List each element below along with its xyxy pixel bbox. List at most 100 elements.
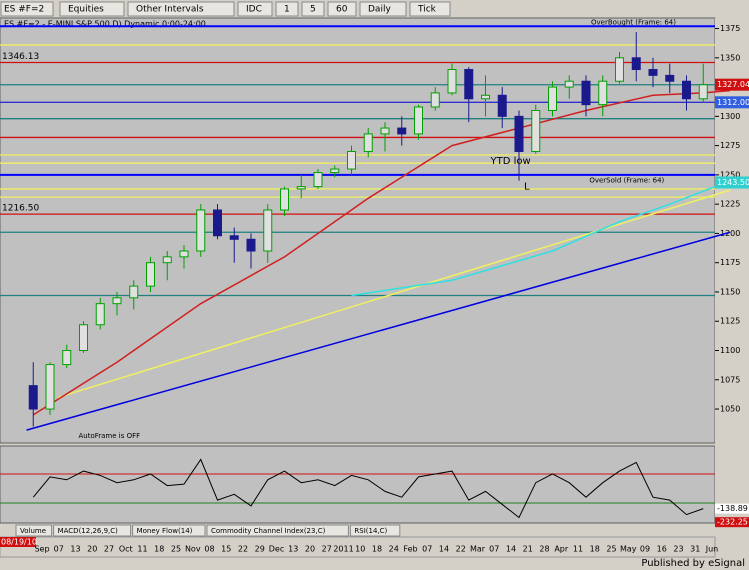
x-tick-label: 27 [322, 545, 332, 554]
candle-body [213, 209, 222, 237]
indicator-tab[interactable] [53, 524, 132, 537]
candle-body [497, 94, 507, 117]
price-flag [715, 96, 749, 109]
oscillator-panel [0, 445, 716, 524]
candle-body [648, 69, 658, 76]
candle-body [380, 127, 390, 135]
toolbar-button[interactable] [327, 1, 357, 17]
x-tick-label: 13 [70, 545, 80, 554]
candle-body [146, 262, 155, 287]
y-tick-label: 1150 [720, 287, 740, 296]
x-tick-label: Nov [185, 545, 201, 554]
y-tick-label: 1350 [720, 53, 740, 62]
x-tick-label: 31 [690, 545, 700, 554]
x-tick-label: 16 [657, 545, 667, 554]
annotation: AutoFrame is OFF [78, 432, 140, 440]
candle-body [598, 80, 608, 106]
candle-body [330, 168, 340, 174]
price-flag-label: 1327.04 [717, 80, 749, 89]
candle-body [95, 303, 105, 326]
candle-body [581, 80, 591, 106]
candle-body [615, 57, 624, 82]
candle-body [246, 238, 256, 252]
x-tick-label: 25 [171, 545, 181, 554]
candle-body [464, 69, 474, 100]
toolbar-button[interactable] [275, 1, 299, 17]
first-date-flag [0, 537, 36, 547]
x-tick-label: 07 [54, 545, 64, 554]
indicator-tab-label[interactable]: Money Flow(14) [137, 527, 193, 535]
x-tick-label: Dec [269, 545, 284, 554]
toolbar-button[interactable] [59, 1, 125, 17]
annotation: YTD low [490, 156, 531, 167]
toolbar-button[interactable] [127, 1, 235, 17]
candle-body [564, 80, 574, 88]
osc-flag [715, 503, 749, 514]
candle-body [698, 84, 708, 100]
indicator-tab-label[interactable]: RSI(14,C) [354, 527, 387, 535]
candle-body [280, 188, 289, 211]
toolbar-button-label[interactable]: IDC [246, 5, 262, 15]
annotation: OverBought (Frame: 64) [591, 19, 676, 27]
x-tick-label: 14 [506, 545, 516, 554]
y-tick-label: 1275 [720, 141, 740, 150]
candle-body [531, 109, 541, 152]
trendline [32, 89, 731, 416]
x-tick-label: 25 [606, 545, 616, 554]
toolbar-button-label[interactable]: Other Intervals [136, 5, 204, 15]
x-tick-label: 20 [87, 545, 97, 554]
x-tick-label: 18 [154, 545, 164, 554]
candle-body [347, 150, 356, 170]
indicator-tab-label[interactable]: MACD(12,26,9,C) [58, 527, 119, 535]
x-tick-label: 20 [305, 545, 315, 554]
candle-body [263, 209, 273, 252]
x-tick-label: 18 [372, 545, 382, 554]
y-tick-label: 1225 [720, 200, 740, 209]
toolbar-button-label[interactable]: Equities [68, 5, 104, 15]
toolbar-button-label[interactable]: 5 [310, 5, 316, 15]
toolbar-button[interactable] [301, 1, 325, 17]
candle-body [665, 74, 675, 82]
candle-body [79, 324, 88, 352]
toolbar-button-label[interactable]: Daily [368, 5, 391, 15]
osc-flag [715, 517, 749, 528]
candle-body [45, 364, 55, 410]
x-tick-label: 09 [640, 545, 650, 554]
toolbar-button[interactable] [409, 1, 451, 17]
indicator-tab[interactable] [349, 524, 401, 537]
annotation: L [524, 182, 530, 193]
candle-body [112, 297, 122, 305]
trendline [351, 180, 731, 297]
y-tick-label: 1375 [720, 24, 740, 33]
indicator-tab-label[interactable]: Volume [20, 527, 46, 535]
price-flag-label: 1243.50 [717, 178, 749, 187]
toolbar-button[interactable] [359, 1, 407, 17]
x-tick-label: Sep [34, 545, 49, 554]
osc-flag-label: -138.89 [717, 504, 748, 513]
indicator-tab[interactable] [15, 524, 53, 537]
symbol-box [0, 1, 54, 17]
candle-body [179, 250, 189, 258]
toolbar-button-label[interactable]: 60 [336, 5, 348, 15]
indicator-tab[interactable] [132, 524, 206, 537]
x-tick-label: 07 [422, 545, 432, 554]
candle-body [162, 256, 172, 264]
x-tick-label: 08 [204, 545, 214, 554]
toolbar-button-label[interactable]: Tick [417, 5, 437, 15]
y-tick-label: 1075 [720, 375, 740, 384]
toolbar-button-label[interactable]: 1 [284, 5, 290, 15]
candle-body [682, 80, 691, 100]
indicator-tab[interactable] [206, 524, 349, 537]
x-tick-label: Mar [470, 545, 486, 554]
toolbar-button[interactable] [237, 1, 273, 17]
x-tick-label: 10 [355, 545, 365, 554]
indicator-tab-label[interactable]: Commodity Channel Index(23,C) [211, 527, 326, 535]
candle-body [548, 86, 557, 111]
candle-body [397, 127, 407, 135]
price-axis [715, 18, 749, 523]
x-tick-label: 21 [523, 545, 533, 554]
level-label: 1346.13 [2, 52, 39, 62]
candle-body [28, 385, 38, 410]
candle-body [414, 106, 423, 135]
